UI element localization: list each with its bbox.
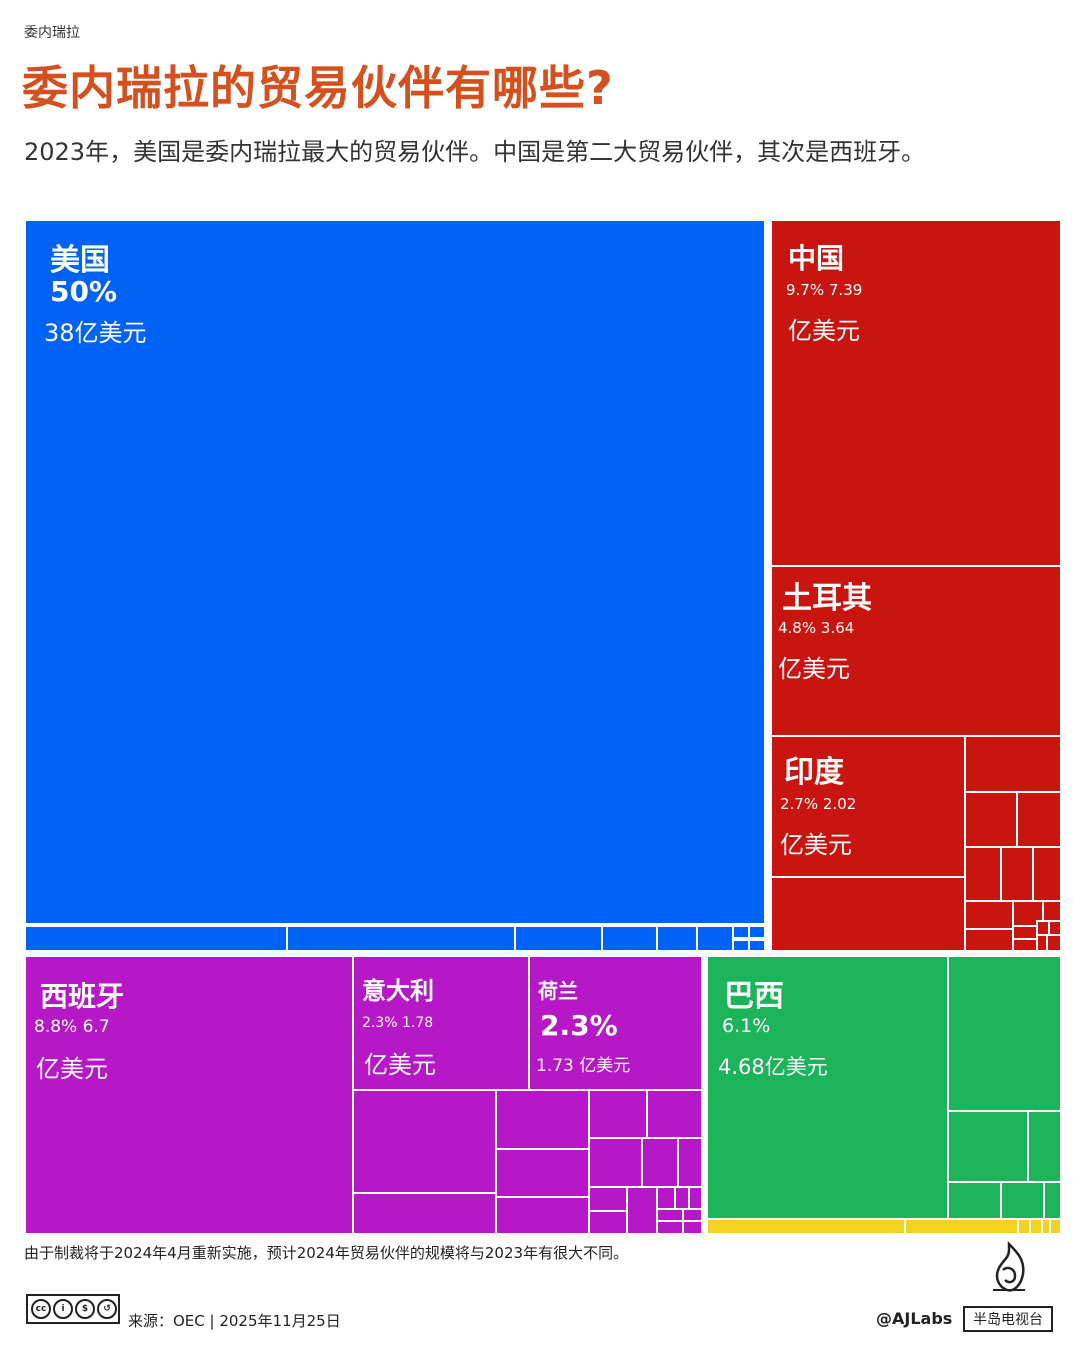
footnote: 由于制裁将于2024年4月重新实施，预计2024年贸易伙伴的规模将与2023年有… — [24, 1244, 629, 1262]
partner-share: 9.7% 7.39 — [786, 281, 863, 299]
treemap-cell-small — [495, 1196, 590, 1235]
partner-share: 2.3% — [540, 1009, 618, 1042]
treemap-cell-small — [1000, 1181, 1045, 1220]
partner-name: 土耳其 — [782, 581, 872, 616]
cc-icon: cc — [31, 1299, 51, 1319]
ajlabs-handle: @AJLabs — [876, 1309, 953, 1328]
treemap-cell-small — [682, 1220, 703, 1235]
partner-share: 2.7% 2.02 — [780, 795, 857, 813]
treemap-cell-small — [1012, 938, 1038, 952]
partner-share: 8.8% 6.7 — [34, 1017, 110, 1037]
treemap-cell-small — [964, 900, 1014, 930]
treemap-cell-small — [964, 846, 1002, 902]
partner-value: 亿美元 — [780, 831, 852, 859]
channel-badge: 半岛电视台 — [963, 1306, 1053, 1332]
treemap-cell-small — [1043, 1181, 1062, 1220]
partner-share: 50% — [50, 275, 118, 308]
treemap-cell-small — [495, 1089, 590, 1150]
treemap-cell-small — [696, 925, 734, 952]
treemap-cell-small — [646, 1089, 703, 1139]
partner-value: 38亿美元 — [44, 319, 147, 347]
treemap-cell-small — [588, 1186, 628, 1212]
treemap-cell-small — [1016, 791, 1062, 848]
treemap-cell-small — [514, 925, 603, 952]
treemap-cell-3: 印度 2.7% 2.02 亿美元 — [770, 735, 966, 878]
partner-name: 中国 — [788, 242, 845, 275]
partner-name: 巴西 — [724, 979, 784, 1014]
treemap-cell-small — [656, 1220, 684, 1235]
partner-name: 西班牙 — [40, 980, 125, 1013]
treemap-cell-small — [748, 939, 766, 952]
treemap-cell-small — [286, 925, 516, 952]
chart-title: 委内瑞拉的贸易伙伴有哪些? — [22, 61, 614, 115]
partner-value: 亿美元 — [364, 1051, 436, 1079]
treemap-cell-7: 巴西 6.1% 4.68亿美元 — [706, 955, 949, 1220]
treemap-cell-small — [495, 1148, 590, 1198]
treemap-cell-small — [947, 1181, 1002, 1220]
treemap-cell-4: 西班牙 8.8% 6.7 亿美元 — [24, 955, 354, 1235]
partner-name: 荷兰 — [538, 979, 578, 1003]
treemap-cell-5: 意大利 2.3% 1.78 亿美元 — [352, 955, 530, 1091]
treemap-cell-small — [770, 876, 966, 952]
partner-share: 6.1% — [722, 1015, 771, 1037]
treemap-cell-small — [656, 1186, 676, 1210]
partner-share: 2.3% 1.78 — [362, 1015, 434, 1031]
treemap-cell-small — [748, 925, 766, 939]
treemap-cell-small — [24, 925, 288, 952]
kicker: 委内瑞拉 — [24, 25, 80, 41]
treemap-cell-small — [352, 1089, 497, 1194]
treemap-cell-small — [1049, 1218, 1062, 1235]
treemap-cell-small — [641, 1137, 679, 1188]
treemap-cell-small — [588, 1089, 648, 1139]
by-icon: i — [53, 1299, 73, 1319]
treemap-cell-2: 土耳其 4.8% 3.64 亿美元 — [770, 565, 1062, 737]
treemap-cell-1: 中国 9.7% 7.39 亿美元 — [770, 219, 1062, 567]
treemap-cell-small — [706, 1218, 906, 1235]
chart-subtitle: 2023年，美国是委内瑞拉最大的贸易伙伴。中国是第二大贸易伙伴，其次是西班牙。 — [24, 138, 926, 166]
partner-value: 亿美元 — [778, 655, 850, 683]
partner-value: 亿美元 — [36, 1055, 108, 1083]
treemap-cell-small — [1046, 934, 1062, 952]
treemap-cell-small — [904, 1218, 1019, 1235]
partner-name: 美国 — [50, 243, 110, 278]
source: 来源：OEC | 2025年11月25日 — [128, 1312, 341, 1330]
partner-value: 亿美元 — [788, 317, 860, 345]
treemap-cell-6: 荷兰 2.3% 1.73 亿美元 — [528, 955, 703, 1091]
partner-name: 印度 — [784, 755, 844, 790]
aljazeera-logo-icon — [993, 1240, 1025, 1292]
treemap-cell-small — [677, 1137, 703, 1188]
partner-value: 4.68亿美元 — [718, 1055, 828, 1079]
treemap-cell-small — [1032, 846, 1062, 902]
treemap-cell-small — [688, 1186, 703, 1210]
treemap-cell-small — [964, 928, 1014, 952]
treemap-cell-small — [1027, 1110, 1062, 1183]
treemap-cell-0: 美国 50% 38亿美元 — [24, 219, 766, 925]
partner-share: 4.8% 3.64 — [778, 619, 855, 637]
partner-name: 意大利 — [362, 977, 434, 1005]
cc-license-badge: cc i $ ↺ — [26, 1294, 120, 1324]
treemap-cell-small — [1000, 846, 1034, 902]
treemap-cell-small — [1042, 900, 1062, 922]
partner-value: 1.73 亿美元 — [536, 1056, 631, 1076]
treemap-cell-small — [964, 791, 1018, 848]
treemap-cell-small — [588, 1137, 643, 1188]
nc-icon: $ — [75, 1299, 95, 1319]
treemap-cell-small — [352, 1192, 497, 1235]
treemap-cell-small — [626, 1186, 658, 1235]
treemap-cell-small — [588, 1210, 628, 1235]
treemap-cell-small — [656, 925, 698, 952]
treemap-cell-small — [947, 1110, 1029, 1183]
treemap-cell-small — [601, 925, 658, 952]
treemap-cell-small — [947, 955, 1062, 1112]
treemap-cell-small — [964, 735, 1062, 793]
sa-icon: ↺ — [97, 1299, 117, 1319]
